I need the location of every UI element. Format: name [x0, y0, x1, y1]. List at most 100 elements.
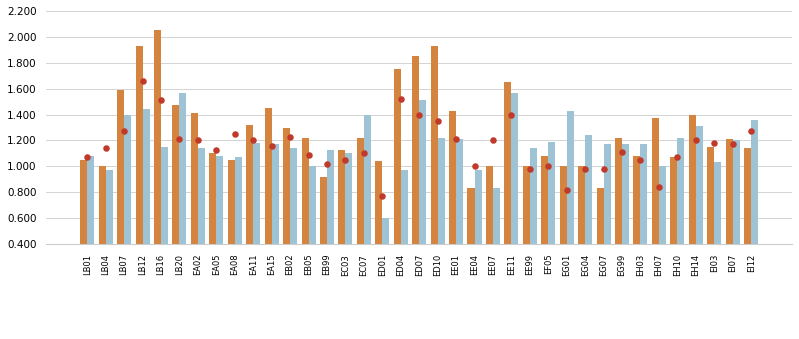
Bar	[641, 144, 647, 296]
Point	[523, 166, 536, 172]
Bar	[678, 138, 685, 296]
Bar	[235, 157, 242, 296]
Bar	[272, 144, 279, 296]
Point	[99, 145, 112, 151]
Bar	[597, 188, 603, 296]
Bar	[357, 138, 364, 296]
Bar	[419, 100, 426, 296]
Point	[616, 149, 629, 155]
Point	[708, 140, 721, 146]
Bar	[412, 56, 419, 296]
Point	[210, 147, 223, 152]
Bar	[714, 162, 721, 296]
Bar	[382, 218, 389, 296]
Point	[468, 164, 481, 169]
Bar	[173, 105, 180, 296]
Point	[487, 138, 499, 143]
Bar	[566, 111, 574, 296]
Point	[376, 194, 388, 199]
Bar	[345, 154, 352, 296]
Bar	[548, 142, 555, 296]
Point	[81, 155, 93, 160]
Bar	[87, 156, 94, 296]
Bar	[161, 147, 168, 296]
Bar	[449, 111, 456, 296]
Point	[154, 98, 167, 103]
Bar	[191, 113, 198, 296]
Bar	[504, 82, 511, 296]
Point	[284, 134, 296, 139]
Bar	[308, 166, 316, 296]
Bar	[209, 154, 217, 296]
Bar	[217, 156, 223, 296]
Bar	[228, 160, 235, 296]
Bar	[475, 170, 482, 296]
Bar	[136, 46, 142, 296]
Bar	[689, 115, 696, 296]
Bar	[493, 188, 500, 296]
Point	[247, 138, 260, 143]
Point	[745, 129, 757, 134]
Point	[634, 157, 647, 163]
Point	[229, 131, 241, 137]
Bar	[98, 166, 105, 296]
Bar	[696, 126, 703, 296]
Bar	[670, 157, 678, 296]
Bar	[523, 166, 530, 296]
Point	[542, 164, 555, 169]
Bar	[634, 156, 641, 296]
Bar	[327, 149, 334, 296]
Bar	[578, 166, 585, 296]
Bar	[394, 69, 401, 296]
Bar	[511, 93, 519, 296]
Point	[117, 129, 130, 134]
Bar	[80, 160, 87, 296]
Bar	[339, 149, 345, 296]
Bar	[456, 139, 463, 296]
Bar	[615, 138, 622, 296]
Point	[192, 138, 205, 143]
Bar	[264, 108, 272, 296]
Point	[136, 78, 149, 84]
Point	[726, 142, 739, 147]
Point	[505, 112, 518, 117]
Bar	[154, 31, 161, 296]
Point	[265, 143, 278, 148]
Point	[653, 184, 666, 190]
Bar	[530, 148, 537, 296]
Bar	[751, 120, 758, 296]
Point	[413, 112, 426, 117]
Bar	[105, 170, 113, 296]
Bar	[124, 115, 131, 296]
Bar	[283, 127, 290, 296]
Bar	[744, 148, 751, 296]
Point	[671, 155, 684, 160]
Bar	[725, 139, 733, 296]
Bar	[467, 188, 475, 296]
Bar	[246, 125, 253, 296]
Bar	[585, 135, 592, 296]
Bar	[117, 90, 124, 296]
Bar	[622, 144, 629, 296]
Point	[690, 138, 702, 143]
Point	[560, 187, 573, 193]
Bar	[401, 170, 407, 296]
Bar	[486, 166, 493, 296]
Bar	[290, 148, 297, 296]
Bar	[652, 118, 659, 296]
Point	[302, 152, 315, 157]
Bar	[198, 148, 205, 296]
Bar	[603, 144, 610, 296]
Bar	[180, 93, 186, 296]
Bar	[707, 147, 714, 296]
Point	[578, 166, 591, 172]
Bar	[659, 166, 666, 296]
Bar	[253, 143, 260, 296]
Point	[395, 96, 407, 102]
Bar	[301, 138, 308, 296]
Bar	[541, 156, 548, 296]
Point	[339, 157, 352, 163]
Bar	[431, 46, 438, 296]
Bar	[560, 166, 566, 296]
Point	[357, 151, 370, 156]
